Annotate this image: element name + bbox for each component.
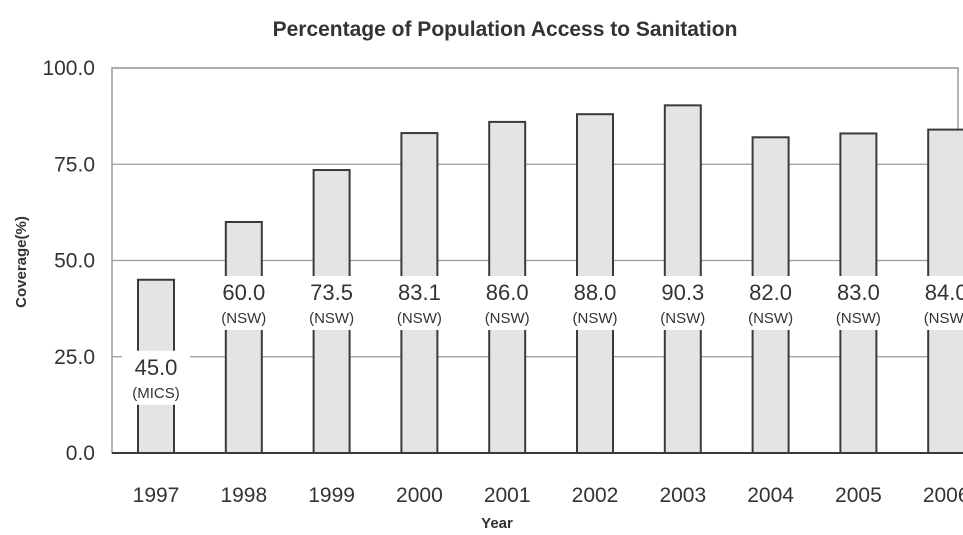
- data-label-source: (NSW): [309, 310, 354, 327]
- data-label-background: [385, 276, 454, 330]
- data-label-background: [736, 276, 805, 330]
- data-label-group: 60.0 (NSW): [209, 276, 278, 330]
- data-label-group: 86.0 (NSW): [473, 276, 542, 330]
- data-label-source: (NSW): [748, 310, 793, 327]
- data-label-value: 83.0: [837, 280, 880, 305]
- y-tick-label: 100.0: [42, 57, 95, 80]
- data-label-background: [824, 276, 893, 330]
- data-label-background: [648, 276, 717, 330]
- data-label-value: 84.0: [925, 280, 963, 305]
- x-tick-label: 2005: [835, 484, 882, 507]
- data-label-value: 88.0: [574, 280, 617, 305]
- data-label-group: 83.1 (NSW): [385, 276, 454, 330]
- x-tick-label: 2000: [396, 484, 443, 507]
- y-tick-label: 0.0: [66, 442, 95, 465]
- data-label-source: (NSW): [397, 310, 442, 327]
- data-label-group: 90.3 (NSW): [648, 276, 717, 330]
- data-label-background: [209, 276, 278, 330]
- data-label-source: (MICS): [132, 385, 180, 402]
- y-axis-title: Coverage(%): [13, 216, 30, 308]
- x-axis-title: Year: [481, 515, 513, 532]
- y-axis-ticks: 0.0 25.0 50.0 75.0 100.0: [42, 57, 95, 465]
- data-label-value: 90.3: [661, 280, 704, 305]
- x-axis-ticks: 1997 1998 1999 2000 2001 2002 2003 2004 2005 2006: [133, 484, 963, 507]
- data-label-group: 83.0 (NSW): [824, 276, 893, 330]
- data-label-source: (NSW): [573, 310, 618, 327]
- x-tick-label: 2003: [659, 484, 706, 507]
- data-label-background: [122, 350, 190, 405]
- data-label-source: (NSW): [221, 310, 266, 327]
- data-label-background: [297, 276, 366, 330]
- data-label-value: 82.0: [749, 280, 792, 305]
- data-label-group: 73.5 (NSW): [297, 276, 366, 330]
- data-label-source: (NSW): [485, 310, 530, 327]
- data-label-group: 45.0 (MICS): [122, 350, 190, 405]
- x-tick-label: 2006: [923, 484, 963, 507]
- data-label-group: 82.0 (NSW): [736, 276, 805, 330]
- x-tick-label: 2001: [484, 484, 531, 507]
- data-label-source: (NSW): [924, 310, 963, 327]
- data-label-background: [561, 276, 629, 330]
- y-tick-label: 25.0: [54, 346, 95, 369]
- data-label-group: 84.0 (NSW): [912, 276, 963, 330]
- data-labels: 45.0(MICS)60.0(NSW)73.5(NSW)83.1(NSW)86.…: [122, 276, 963, 405]
- data-label-value: 86.0: [486, 280, 529, 305]
- x-tick-label: 2004: [747, 484, 794, 507]
- x-tick-label: 1997: [133, 484, 180, 507]
- y-tick-label: 75.0: [54, 153, 95, 176]
- data-label-value: 60.0: [222, 280, 265, 305]
- chart-title: Percentage of Population Access to Sanit…: [273, 18, 738, 41]
- data-label-background: [912, 276, 963, 330]
- data-label-background: [473, 276, 542, 330]
- bar: [224, 221, 263, 454]
- data-label-value: 83.1: [398, 280, 441, 305]
- data-label-value: 45.0: [135, 355, 178, 380]
- y-tick-label: 50.0: [54, 250, 95, 273]
- data-label-source: (NSW): [660, 310, 705, 327]
- data-label-group: 88.0 (NSW): [561, 276, 629, 330]
- data-label-value: 73.5: [310, 280, 353, 305]
- x-tick-label: 2002: [572, 484, 619, 507]
- x-tick-label: 1998: [220, 484, 267, 507]
- data-label-source: (NSW): [836, 310, 881, 327]
- x-tick-label: 1999: [308, 484, 355, 507]
